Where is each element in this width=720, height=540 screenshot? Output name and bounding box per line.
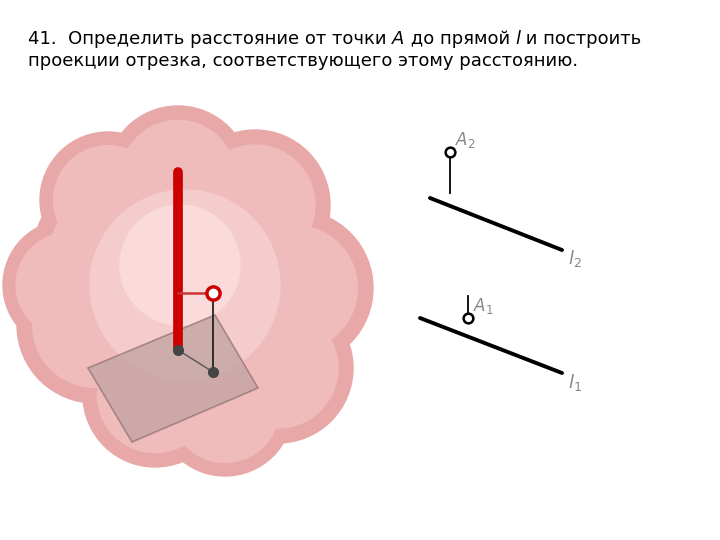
Circle shape (32, 262, 158, 387)
Text: 41.  Определить расстояние от точки: 41. Определить расстояние от точки (28, 30, 392, 48)
Circle shape (78, 188, 302, 412)
Text: $A_1$: $A_1$ (473, 296, 494, 316)
Circle shape (33, 173, 197, 337)
Text: до прямой: до прямой (405, 30, 516, 48)
Circle shape (203, 293, 353, 443)
Circle shape (157, 340, 293, 476)
Circle shape (90, 190, 280, 380)
Text: $l_2$: $l_2$ (568, 248, 582, 269)
Circle shape (83, 323, 227, 467)
Circle shape (40, 132, 176, 268)
Circle shape (195, 145, 315, 265)
Polygon shape (88, 315, 258, 442)
Text: и построить: и построить (521, 30, 642, 48)
Circle shape (106, 106, 250, 250)
Text: l: l (516, 30, 521, 48)
Circle shape (218, 308, 338, 428)
Circle shape (120, 120, 235, 235)
Circle shape (180, 130, 330, 280)
Text: проекции отрезка, соответствующего этому расстоянию.: проекции отрезка, соответствующего этому… (28, 52, 578, 70)
Circle shape (120, 205, 240, 325)
Text: A: A (392, 30, 405, 48)
Text: $l_1$: $l_1$ (568, 372, 582, 393)
Circle shape (217, 210, 373, 366)
Circle shape (171, 354, 279, 462)
Circle shape (50, 160, 330, 440)
Text: $A_2$: $A_2$ (455, 130, 475, 150)
Circle shape (50, 190, 181, 321)
Circle shape (3, 220, 133, 350)
Circle shape (97, 338, 212, 453)
Circle shape (16, 233, 120, 337)
Circle shape (53, 146, 163, 254)
Circle shape (233, 226, 357, 350)
Circle shape (17, 247, 173, 403)
